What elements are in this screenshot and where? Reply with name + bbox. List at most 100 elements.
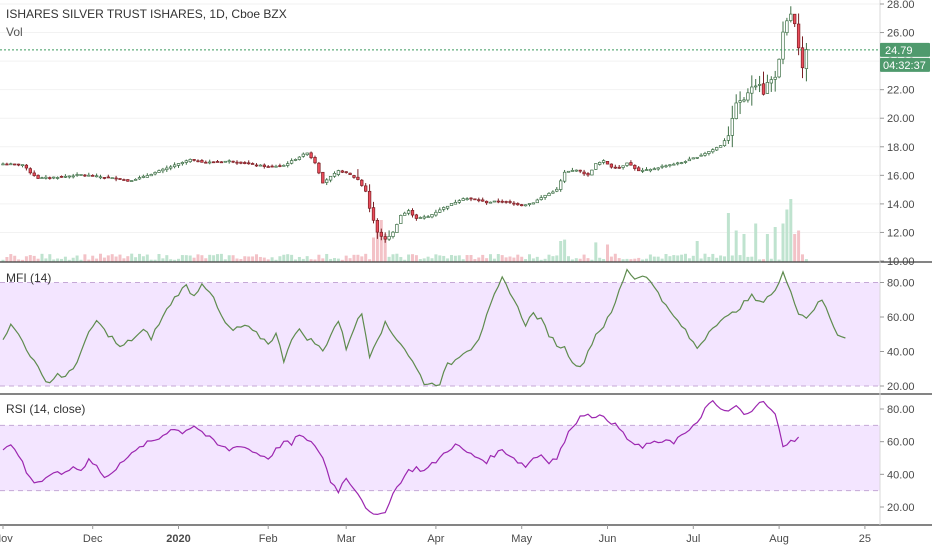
volume-bar (555, 255, 559, 262)
volume-bar (609, 256, 613, 262)
volume-bar (321, 258, 325, 262)
volume-bar (512, 257, 516, 262)
candle (469, 197, 473, 200)
price-tick-label: 16.00 (887, 170, 915, 182)
candle (286, 163, 290, 166)
candle (91, 175, 95, 177)
candle (496, 200, 500, 203)
time-tick-label: Dec (83, 533, 103, 545)
candle (231, 160, 235, 163)
candle (570, 170, 575, 172)
candle (215, 161, 220, 163)
volume-bar (52, 259, 56, 262)
candle (586, 173, 590, 176)
volume-bar (301, 258, 305, 262)
volume-bar (344, 255, 348, 262)
candle (555, 188, 559, 192)
candle (344, 171, 348, 173)
candle (305, 152, 309, 156)
volume-bar (44, 258, 48, 262)
volume-bar (730, 255, 734, 262)
rsi-tick-label: 20.00 (887, 502, 915, 514)
candle (235, 161, 239, 164)
candle (574, 169, 578, 172)
candle (122, 179, 126, 181)
candle (660, 165, 664, 168)
candle (270, 165, 274, 168)
candle (488, 201, 493, 204)
candle (691, 157, 695, 160)
candle (20, 164, 25, 166)
candle (399, 215, 403, 224)
candle (293, 159, 298, 161)
volume-bar (762, 259, 765, 262)
time-axis[interactable]: Nov Dec 2020 Feb Mar Apr May Jun Jul Aug 25 (0, 525, 871, 545)
candle (750, 86, 754, 94)
volume-bar (500, 255, 504, 262)
time-tick-label: 2020 (166, 533, 190, 545)
candle (461, 198, 465, 201)
candle (356, 176, 360, 180)
volume-bar (574, 258, 578, 262)
candle (711, 149, 715, 153)
candle (106, 176, 110, 179)
mfi-axis[interactable]: 80.00 60.00 40.00 20.00 (880, 278, 915, 394)
volume-bar (773, 227, 777, 262)
volume-bar (520, 256, 524, 262)
rsi-line (2, 399, 800, 516)
candle (730, 118, 734, 136)
candle (531, 202, 536, 205)
candle (621, 165, 625, 168)
volume-bar (329, 258, 333, 262)
candle (442, 207, 446, 210)
candle (282, 164, 286, 167)
candle (208, 161, 212, 164)
volume-bar (563, 239, 567, 262)
volume-bar (188, 255, 192, 262)
volume-bar (485, 258, 489, 262)
volume-bar (407, 254, 411, 262)
volume-bar (668, 256, 672, 262)
rsi-tick-label: 60.00 (887, 437, 915, 449)
volume-bar (333, 258, 336, 262)
volume-bar (149, 259, 153, 262)
volume-bar (765, 234, 769, 262)
candle (24, 164, 29, 169)
volume-bar (372, 237, 375, 262)
candle (582, 171, 586, 175)
rsi-axis[interactable]: 80.00 60.00 40.00 20.00 (880, 404, 915, 514)
volume-bar (79, 259, 83, 262)
time-tick-label: Jun (599, 533, 617, 545)
volume-bar (723, 256, 726, 262)
candle (137, 177, 142, 180)
candle (738, 100, 742, 103)
volume-bar (122, 258, 126, 262)
candle (430, 214, 434, 218)
candle (539, 197, 543, 200)
volume-bar (165, 255, 169, 262)
price-axis[interactable]: 28.0026.0024.0022.0020.0018.0016.0014.00… (880, 0, 915, 268)
candle (637, 167, 641, 172)
candle (594, 163, 598, 170)
candle (55, 177, 60, 179)
volume-bar (391, 254, 395, 262)
volume-bar (395, 253, 399, 262)
volume-bar (785, 209, 789, 262)
mfi-line (2, 268, 846, 387)
candle (640, 169, 645, 172)
candle (426, 216, 430, 218)
candle (196, 160, 200, 163)
volume-bar (524, 259, 528, 262)
volume-bar (602, 258, 606, 262)
volume-bar (450, 255, 453, 262)
candle (332, 172, 337, 177)
volume-bar (200, 255, 204, 262)
volume-bar (48, 254, 52, 262)
candle (239, 161, 243, 164)
candle (266, 166, 270, 168)
volume-bar (180, 255, 184, 262)
volume-bar (769, 258, 773, 262)
volume-bar (481, 254, 485, 262)
volume-bar (141, 256, 145, 262)
